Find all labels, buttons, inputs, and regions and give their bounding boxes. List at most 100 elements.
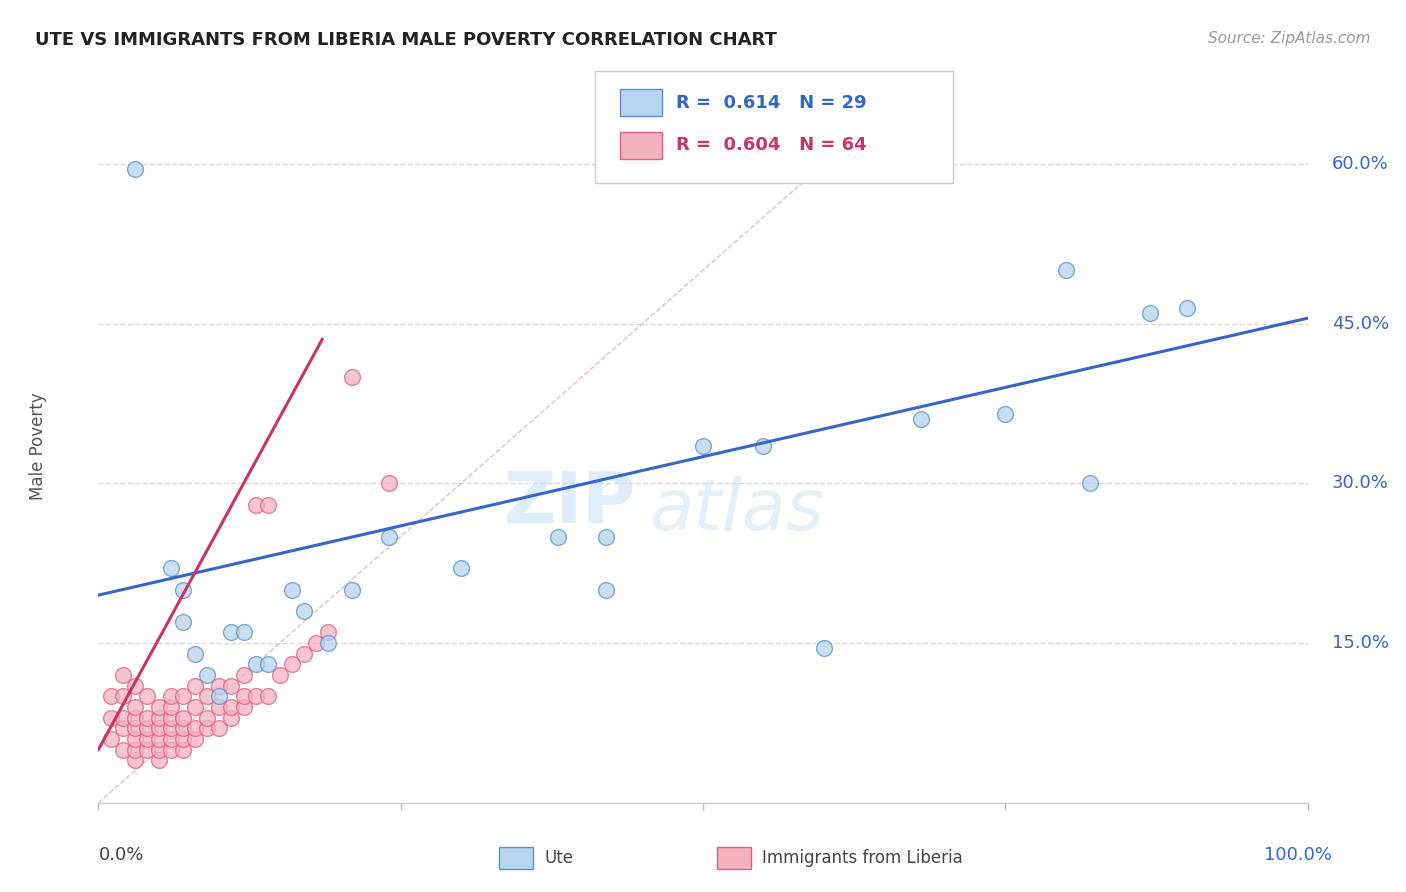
Point — [195, 710, 218, 724]
Point — [208, 679, 231, 693]
Point — [232, 625, 254, 640]
Point — [148, 700, 170, 714]
Point — [221, 710, 243, 724]
Point — [305, 636, 328, 650]
Point — [232, 700, 254, 714]
Point — [342, 369, 364, 384]
Point — [377, 476, 399, 491]
Point — [281, 582, 304, 597]
Point — [160, 742, 183, 756]
Point — [232, 668, 254, 682]
Point — [148, 731, 170, 746]
Text: 45.0%: 45.0% — [1331, 315, 1389, 333]
Point — [547, 529, 569, 543]
Point — [111, 690, 134, 704]
Text: 30.0%: 30.0% — [1331, 475, 1389, 492]
Point — [184, 721, 207, 735]
Point — [184, 647, 207, 661]
Point — [160, 721, 183, 735]
Point — [994, 407, 1017, 421]
Text: R =  0.614   N = 29: R = 0.614 N = 29 — [676, 94, 868, 112]
Point — [148, 721, 170, 735]
Point — [111, 721, 134, 735]
Point — [148, 710, 170, 724]
Point — [111, 710, 134, 724]
Point — [1175, 301, 1198, 315]
Text: Immigrants from Liberia: Immigrants from Liberia — [762, 849, 963, 867]
Point — [100, 731, 122, 746]
Point — [148, 753, 170, 767]
Point — [450, 561, 472, 575]
Text: 0.0%: 0.0% — [98, 846, 143, 863]
Point — [269, 668, 291, 682]
Point — [281, 657, 304, 672]
Point — [342, 582, 364, 597]
Point — [221, 625, 243, 640]
Point — [124, 679, 146, 693]
Point — [752, 439, 775, 453]
Point — [172, 721, 194, 735]
Text: R =  0.604   N = 64: R = 0.604 N = 64 — [676, 136, 868, 154]
Point — [208, 700, 231, 714]
Point — [1139, 306, 1161, 320]
Text: UTE VS IMMIGRANTS FROM LIBERIA MALE POVERTY CORRELATION CHART: UTE VS IMMIGRANTS FROM LIBERIA MALE POVE… — [35, 31, 778, 49]
Point — [208, 721, 231, 735]
Point — [124, 162, 146, 177]
Point — [148, 742, 170, 756]
Point — [1054, 263, 1077, 277]
Text: Source: ZipAtlas.com: Source: ZipAtlas.com — [1208, 31, 1371, 46]
Point — [160, 690, 183, 704]
Point — [245, 498, 267, 512]
Point — [184, 700, 207, 714]
Point — [292, 604, 315, 618]
Point — [124, 700, 146, 714]
Point — [316, 625, 339, 640]
Point — [160, 561, 183, 575]
Point — [100, 690, 122, 704]
Point — [208, 690, 231, 704]
Point — [124, 753, 146, 767]
Point — [195, 690, 218, 704]
Point — [221, 679, 243, 693]
Point — [256, 690, 278, 704]
Text: atlas: atlas — [648, 475, 823, 545]
Point — [692, 439, 714, 453]
Point — [100, 710, 122, 724]
Point — [292, 647, 315, 661]
Text: 100.0%: 100.0% — [1264, 846, 1331, 863]
Point — [256, 657, 278, 672]
Point — [135, 742, 157, 756]
Point — [813, 641, 835, 656]
Point — [124, 710, 146, 724]
Point — [172, 615, 194, 629]
Point — [124, 731, 146, 746]
Point — [245, 657, 267, 672]
Text: Male Poverty: Male Poverty — [30, 392, 46, 500]
Point — [111, 668, 134, 682]
Point — [135, 731, 157, 746]
Point — [135, 721, 157, 735]
Point — [135, 690, 157, 704]
Point — [245, 690, 267, 704]
Point — [595, 582, 617, 597]
Point — [1078, 476, 1101, 491]
Text: 60.0%: 60.0% — [1331, 154, 1389, 173]
Point — [232, 690, 254, 704]
Point — [160, 700, 183, 714]
Point — [172, 731, 194, 746]
Point — [124, 742, 146, 756]
Point — [135, 710, 157, 724]
Point — [195, 668, 218, 682]
Point — [221, 700, 243, 714]
Point — [184, 731, 207, 746]
Point — [160, 731, 183, 746]
Point — [172, 690, 194, 704]
Text: 15.0%: 15.0% — [1331, 634, 1389, 652]
Point — [910, 412, 932, 426]
Point — [160, 710, 183, 724]
Text: Ute: Ute — [544, 849, 574, 867]
Point — [195, 721, 218, 735]
Point — [256, 498, 278, 512]
Point — [172, 710, 194, 724]
Point — [316, 636, 339, 650]
